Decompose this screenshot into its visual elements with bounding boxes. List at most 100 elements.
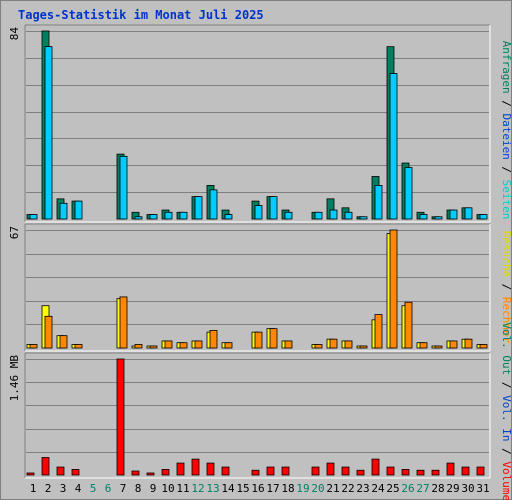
x-tick-label: 23: [356, 482, 369, 495]
x-tick-label: 18: [281, 482, 294, 495]
bar-dateien: [359, 216, 368, 220]
bar-volumen: [356, 469, 365, 476]
bar-rechner: [44, 315, 53, 349]
bar-rechner: [269, 328, 278, 349]
x-tick-label: 22: [341, 482, 354, 495]
bar-rechner: [149, 345, 158, 349]
legend-entry: /: [500, 441, 512, 454]
x-tick-label: 26: [401, 482, 414, 495]
x-tick-label: 11: [176, 482, 189, 495]
bar-dateien: [254, 205, 263, 220]
bar-volumen: [461, 466, 470, 476]
x-tick-label: 24: [371, 482, 385, 495]
bar-volumen: [311, 466, 320, 476]
bar-dateien: [449, 209, 458, 220]
x-tick-label: 3: [60, 482, 67, 495]
x-tick-label: 10: [161, 482, 174, 495]
bar-rechner: [209, 329, 218, 349]
bar-dateien: [314, 211, 323, 220]
y-axis-max-label: 84: [8, 27, 21, 41]
bar-rechner: [74, 344, 83, 349]
y-axis-max-label: 1.46 MB: [8, 355, 21, 402]
bar-rechner: [29, 344, 38, 349]
side-legend-middle: Besuche / Rechner: [500, 231, 512, 344]
bar-rechner: [254, 331, 263, 349]
bar-rechner: [284, 340, 293, 349]
bar-rechner: [344, 340, 353, 349]
bar-volumen: [416, 469, 425, 476]
bar-rechner: [179, 342, 188, 349]
bar-rechner: [374, 314, 383, 349]
bar-volumen: [176, 462, 185, 476]
x-tick-label: 30: [461, 482, 474, 495]
bar-volumen: [281, 466, 290, 476]
legend-entry: Seiten: [500, 173, 512, 219]
bar-dateien: [209, 189, 218, 220]
legend-entry: /: [500, 375, 512, 388]
bar-volumen: [161, 469, 170, 476]
bar-rechner: [119, 296, 128, 349]
legend-entry: Rechner: [500, 290, 512, 343]
bar-rechner: [314, 344, 323, 349]
bar-volumen: [266, 466, 275, 476]
x-tick-label: 4: [75, 482, 82, 495]
bar-dateien: [434, 216, 443, 220]
bar-volumen: [191, 458, 200, 476]
bar-dateien: [479, 214, 488, 220]
bar-volumen: [476, 466, 485, 476]
side-legend-top: Anfragen / Dateien / Seiten: [500, 41, 512, 220]
bar-volumen: [221, 466, 230, 476]
bar-volumen: [371, 458, 380, 476]
bar-volumen: [386, 466, 395, 476]
bar-dateien: [74, 200, 83, 220]
x-tick-label: 6: [105, 482, 112, 495]
bar-dateien: [179, 211, 188, 220]
x-tick-label: 5: [90, 482, 97, 495]
x-tick-label: 1: [30, 482, 37, 495]
legend-entry: /: [500, 277, 512, 290]
bar-dateien: [389, 73, 398, 220]
legend-entry: /: [500, 160, 512, 173]
bar-volumen: [131, 470, 140, 476]
y-axis-max-label: 67: [8, 226, 21, 239]
legend-entry: /: [500, 94, 512, 107]
x-tick-label: 29: [446, 482, 459, 495]
bar-dateien: [404, 167, 413, 220]
side-legend-bottom: Vol. Out / Vol. In / Volumen: [500, 322, 512, 500]
bar-rechner: [59, 335, 68, 349]
x-tick-label: 21: [326, 482, 339, 495]
bar-dateien: [419, 214, 428, 220]
x-tick-label: 27: [416, 482, 429, 495]
x-tick-label: 20: [311, 482, 324, 495]
bar-volumen: [446, 462, 455, 476]
legend-entry: Besuche: [500, 231, 512, 277]
x-tick-label: 19: [296, 482, 309, 495]
bar-dateien: [59, 202, 68, 220]
bar-volumen: [41, 457, 50, 476]
bar-rechner: [134, 344, 143, 349]
x-tick-label: 16: [251, 482, 264, 495]
bar-dateien: [149, 214, 158, 220]
bar-volumen: [401, 469, 410, 476]
bar-rechner: [194, 340, 203, 349]
bar-dateien: [164, 211, 173, 220]
bar-volumen: [251, 469, 260, 476]
x-tick-label: 13: [206, 482, 219, 495]
bar-volumen: [71, 469, 80, 476]
bar-rechner: [404, 301, 413, 349]
x-tick-label: 31: [476, 482, 489, 495]
bar-dateien: [269, 196, 278, 220]
bar-dateien: [194, 196, 203, 220]
bar-volumen: [341, 466, 350, 476]
bar-volumen: [431, 469, 440, 476]
x-tick-label: 14: [221, 482, 235, 495]
bar-dateien: [119, 155, 128, 220]
bar-volumen: [206, 462, 215, 476]
bar-rechner: [449, 340, 458, 349]
chart-title: Tages-Statistik im Monat Juli 2025: [18, 8, 264, 22]
bar-rechner: [479, 344, 488, 349]
legend-entry: Anfragen: [500, 41, 512, 94]
legend-entry: Vol. In: [500, 389, 512, 442]
